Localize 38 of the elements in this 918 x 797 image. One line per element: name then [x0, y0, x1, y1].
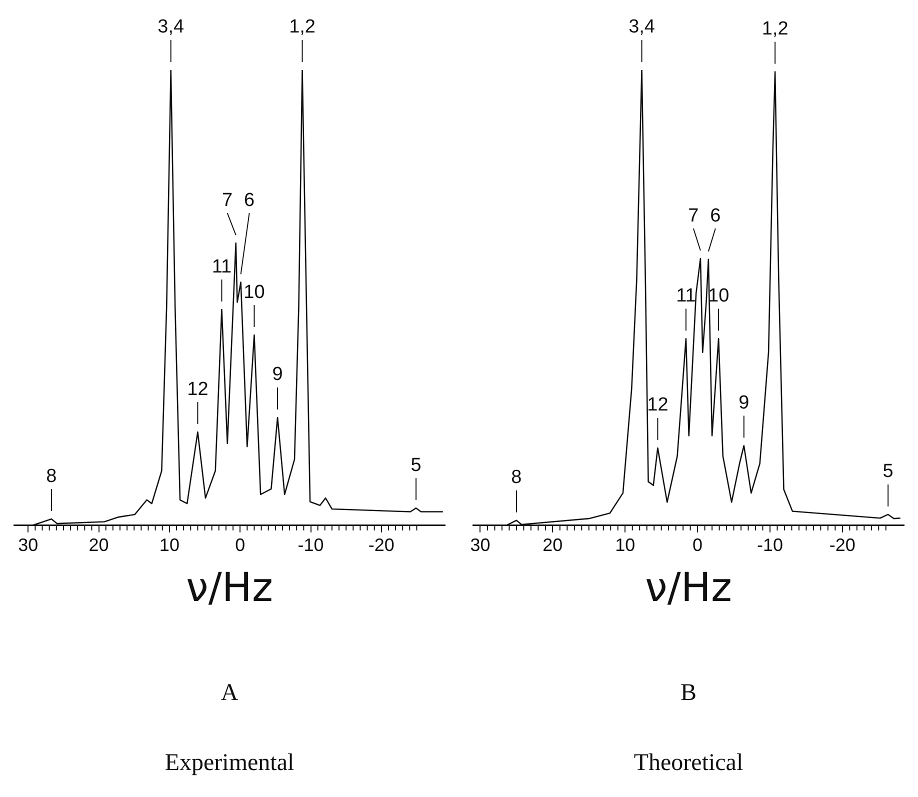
annotation: 5 — [410, 454, 422, 476]
x-tick-label: 10 — [615, 535, 636, 556]
text: B — [679, 680, 698, 707]
x-tick-label: 30 — [470, 535, 490, 556]
annotation: 3,4 — [158, 16, 184, 38]
annotation: 11 — [212, 256, 232, 278]
annotation: 10 — [708, 285, 730, 306]
annotation: 11 — [676, 285, 696, 306]
annotation: 10 — [244, 282, 265, 303]
annotation: 7 — [222, 190, 233, 211]
annotation: 8 — [511, 467, 522, 488]
annotation: 7 — [688, 205, 699, 226]
annotation: 1,2 — [762, 18, 788, 40]
annotation: 3,4 — [628, 16, 656, 38]
x-axis-title: ν/Hz — [185, 565, 274, 611]
annotation: 6 — [710, 205, 721, 226]
text: Theoretical — [632, 750, 744, 777]
text: Experimental — [164, 750, 296, 777]
annotation: 1,2 — [289, 16, 316, 38]
text: A — [220, 680, 240, 707]
annotation: 5 — [882, 461, 894, 482]
annotation: 6 — [244, 190, 255, 211]
annotation: 9 — [272, 364, 283, 386]
annotation: 9 — [738, 392, 750, 414]
x-tick-label: -20 — [368, 535, 394, 556]
x-tick-label: 0 — [692, 535, 703, 556]
x-tick-label: 20 — [88, 535, 109, 556]
x-tick-label: 10 — [159, 535, 180, 556]
x-tick-label: 0 — [235, 535, 246, 556]
annotation: 8 — [46, 466, 57, 487]
x-tick-label: -10 — [756, 535, 783, 556]
annotation: 12 — [187, 378, 208, 400]
x-axis-title: ν/Hz — [644, 565, 733, 611]
annotation: 12 — [647, 394, 668, 416]
x-tick-label: 20 — [542, 535, 563, 556]
x-tick-label: 30 — [18, 535, 38, 556]
x-tick-label: -10 — [298, 535, 324, 556]
x-tick-label: -20 — [829, 535, 856, 556]
